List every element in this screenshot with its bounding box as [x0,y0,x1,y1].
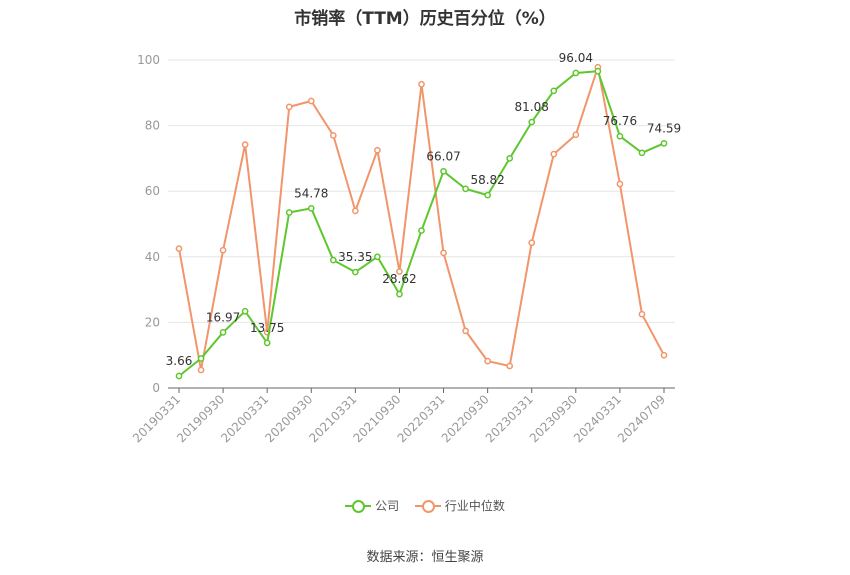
data-label: 54.78 [294,186,328,200]
data-point[interactable] [638,310,646,318]
legend-swatch-industry-median [414,499,441,513]
data-point[interactable] [506,155,514,162]
data-point[interactable] [550,87,558,95]
data-point[interactable] [550,150,558,158]
legend-item-industry-median[interactable]: 行业中位数 [414,497,505,514]
data-point[interactable] [396,290,403,298]
data-label: 28.62 [382,272,416,286]
data-point[interactable] [241,307,249,315]
legend-swatch-company [345,499,372,513]
data-label: 96.04 [559,51,593,65]
source-note: 数据来源：恒生聚源 [366,550,484,565]
data-label: 66.07 [426,149,460,163]
data-point[interactable] [307,97,315,105]
data-point[interactable] [440,167,447,175]
data-label: 13.75 [250,321,284,335]
data-point[interactable] [616,180,624,188]
data-point[interactable] [329,256,337,264]
grid-lines [168,59,675,323]
y-tick-label: 0 [152,381,160,395]
data-point[interactable] [418,80,425,88]
data-point[interactable] [175,372,183,380]
data-point[interactable] [396,268,403,275]
y-tick-label: 60 [145,184,160,198]
data-point[interactable] [263,339,271,347]
data-label: 16.97 [206,310,240,324]
chart-title: 市销率（TTM）历史百分位（%） [294,9,556,29]
data-point[interactable] [374,253,381,261]
y-tick-label: 80 [145,119,160,133]
data-point[interactable] [197,366,205,374]
y-tick-label: 100 [137,53,160,67]
data-point[interactable] [440,249,447,257]
data-point[interactable] [374,146,381,154]
data-point[interactable] [197,355,205,362]
data-label: 3.66 [166,354,193,368]
data-label: 58.82 [470,173,504,187]
data-point[interactable] [660,139,668,147]
y-tick-label: 40 [145,250,160,264]
data-point[interactable] [219,246,227,254]
data-label: 74.59 [647,121,681,135]
data-point[interactable] [528,239,536,247]
data-label: 35.35 [338,250,372,264]
data-point[interactable] [528,118,536,126]
data-point[interactable] [285,103,293,111]
data-point[interactable] [241,141,249,148]
data-point[interactable] [307,204,315,212]
data-point[interactable] [352,207,359,215]
y-tick-label: 20 [145,315,160,329]
data-point[interactable] [638,149,646,157]
data-point[interactable] [219,328,227,336]
data-point[interactable] [175,245,183,252]
legend-item-company[interactable]: 公司 [345,497,399,514]
data-point[interactable] [506,362,514,370]
data-point[interactable] [329,132,337,139]
data-point[interactable] [285,209,293,216]
data-point[interactable] [484,191,491,199]
data-point[interactable] [572,69,580,77]
x-tick-label: 20240709 [615,392,668,445]
data-point[interactable] [616,132,624,140]
data-label: 81.08 [515,100,549,114]
data-point[interactable] [462,185,469,193]
data-point[interactable] [484,357,491,365]
data-labels: 3.66 16.97 13.75 54.78 35.35 28.62 66.07 58.82 8… [166,51,682,368]
data-point[interactable] [462,327,469,335]
data-point[interactable] [418,227,425,234]
data-point[interactable] [572,131,580,139]
data-point[interactable] [594,67,602,75]
legend-label-industry-median: 行业中位数 [444,499,505,513]
data-point[interactable] [660,351,668,359]
legend-label-company: 公司 [375,499,400,513]
data-point[interactable] [352,268,359,276]
legend: 公司 行业中位数 [0,497,850,516]
series-lines [175,63,668,380]
data-label: 76.76 [603,114,637,128]
